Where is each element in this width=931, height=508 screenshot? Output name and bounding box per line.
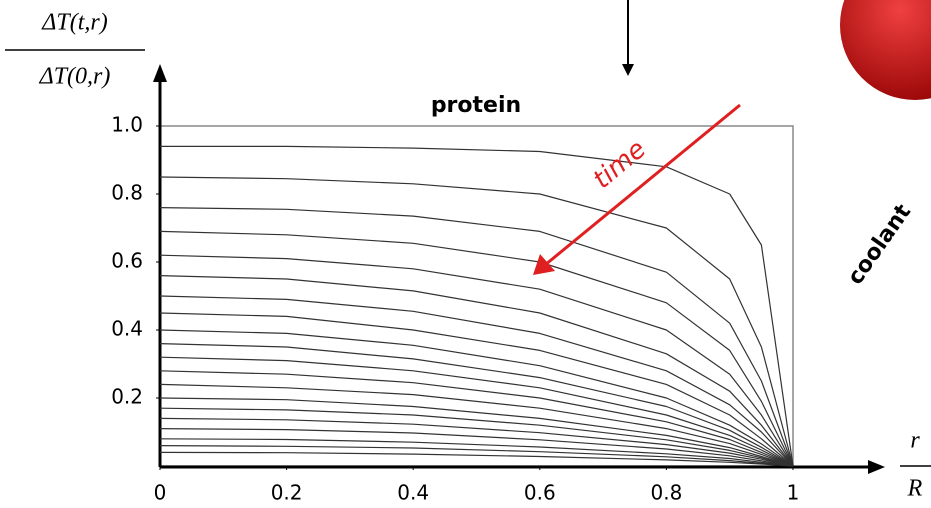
y-label-numerator: ΔT(t,r) [41, 10, 107, 36]
curve [159, 397, 794, 467]
x-label-denominator: R [907, 476, 923, 502]
x-tick-label: 0.2 [271, 481, 303, 505]
time-arrow [544, 103, 741, 267]
curve [159, 312, 794, 467]
top-arrow-head [622, 64, 634, 76]
curve [159, 254, 794, 467]
curve [159, 407, 794, 467]
coolant-label: coolant [843, 200, 916, 290]
curve [159, 370, 794, 467]
curve [159, 438, 794, 467]
curve [159, 383, 794, 467]
y-tick-label: 0.4 [111, 317, 143, 341]
x-axis-arrow [868, 460, 885, 474]
time-arrow-head [533, 254, 555, 275]
protein-image [840, 0, 931, 100]
y-tick-label: 0.2 [111, 385, 143, 409]
curve [159, 295, 794, 467]
curve [159, 417, 794, 467]
curve [159, 230, 794, 467]
curve [159, 329, 794, 467]
curve [159, 343, 794, 467]
curve [159, 207, 794, 467]
x-label-numerator: r [910, 428, 920, 454]
curve [160, 145, 794, 467]
curve [159, 176, 794, 467]
x-tick-label: 1 [787, 481, 800, 505]
x-tick-label: 0.6 [524, 481, 556, 505]
curve [159, 451, 794, 467]
x-tick-label: 0.8 [650, 481, 682, 505]
y-axis-arrow [153, 64, 167, 82]
curve [159, 445, 794, 467]
y-tick-label: 1.0 [111, 113, 143, 137]
curve [159, 428, 794, 467]
x-tick-label: 0 [154, 481, 167, 505]
curve [159, 275, 794, 467]
y-label-denominator: ΔT(0,r) [39, 64, 111, 90]
y-tick-label: 0.8 [111, 181, 143, 205]
protein-box [159, 125, 794, 467]
x-tick-label: 0.4 [397, 481, 429, 505]
protein-label: protein [431, 93, 521, 118]
curve [159, 356, 794, 467]
y-tick-label: 0.6 [111, 249, 143, 273]
